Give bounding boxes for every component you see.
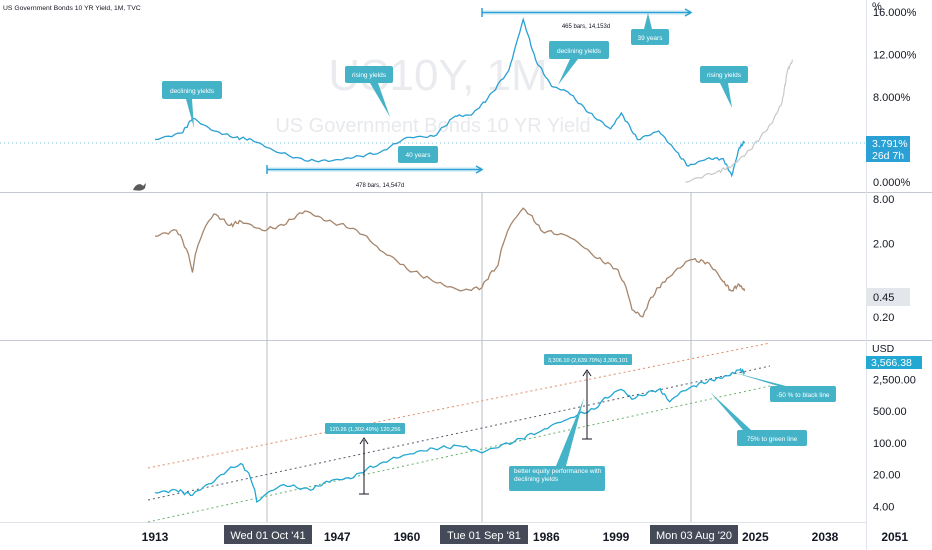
x-tick-year: 2051 [881,530,908,544]
crosshair-time-badge-3 [650,525,738,544]
callout-39-years[interactable]: 39 years [631,13,669,45]
range-stats-465-bars: 465 bars, 14,153d [562,24,610,30]
callout-minus-50-to-black-line[interactable]: -50 % to black line [732,372,836,402]
callout-text: 75% to green line [747,436,798,443]
y-tick-yield: 8.000% [873,92,911,104]
callout-rising-yields-1[interactable]: rising yields [345,66,393,117]
yield-unit-label: % [872,1,882,13]
x-tick-year: 1913 [142,530,169,544]
measure-label-box-2 [544,354,632,365]
callout-text: declining yields [557,48,602,55]
x-tick-year: 1986 [533,530,560,544]
yield-last-value: 3.791% [872,138,908,150]
y-tick-equity: 4.00 [873,501,894,513]
equity-series-line[interactable] [154,367,746,503]
measure-arrow-1999[interactable] [582,369,592,440]
yield-projection-line[interactable] [685,59,794,183]
callout-text: rising yields [352,72,387,79]
callout-declining-yields-1[interactable]: declining yields [162,81,222,128]
callout-text: -50 % to black line [776,392,829,399]
callout-text: 40 years [406,152,432,159]
channel-lower-line[interactable] [147,385,771,523]
callout-text: better equity performance with declining… [514,468,602,483]
y-tick-ratio: 0.20 [873,312,894,324]
callout-declining-yields-2[interactable]: declining yields [549,41,609,85]
symbol-title[interactable]: US Government Bonds 10 YR Yield, 1M, TVC [3,5,141,12]
measure-arrow-1960[interactable] [359,437,369,495]
range-stats-478-bars: 478 bars, 14,547d [356,183,404,189]
y-tick-yield: 16.000% [873,7,917,19]
ratio-series-line[interactable] [155,207,746,318]
yield-countdown: 26d 7h [872,150,904,162]
callout-text: declining yields [170,88,215,95]
ratio-last-value: 0.45 [873,292,894,304]
y-tick-yield: 0.000% [873,177,911,189]
equity-unit-label: USD [872,343,895,355]
callout-rising-yields-2[interactable]: rising yields [700,66,748,108]
ratio-last-value-badge [866,288,910,306]
callout-better-equity-performance[interactable]: better equity performance with declining… [509,398,605,491]
x-tick-year: 1947 [324,530,351,544]
equity-last-value: 3,566.38 [871,357,912,369]
watermark-name: US Government Bonds 10 YR Yield [275,115,590,137]
equity-last-value-badge [866,356,922,369]
measure-label-box-1 [325,423,405,434]
x-tick-year: 2038 [812,530,839,544]
callout-40-years[interactable]: 40 years [398,146,438,163]
x-tick-year: 2025 [742,530,769,544]
crosshair-time-1981: Tue 01 Sep '81 [447,530,521,542]
y-tick-equity: 20.00 [873,470,901,482]
channel-upper-line[interactable] [147,342,771,469]
bird-icon [133,183,146,191]
yield-series-line[interactable] [154,17,746,178]
crosshair-time-1941: Wed 01 Oct '41 [230,530,305,542]
measure-label-1999: 3,306.10 (2,639.79%) 3,306,101 [548,358,628,364]
y-tick-equity: 100.00 [873,438,907,450]
date-range-tool-40-years[interactable] [266,165,484,174]
crosshair-time-badge-2 [440,525,528,544]
y-tick-equity: 2,500.00 [873,374,916,386]
callout-text: 39 years [638,35,664,42]
y-tick-ratio: 2.00 [873,238,894,250]
callout-text: rising yields [707,72,742,79]
crosshair-time-2020: Mon 03 Aug '20 [656,530,732,542]
channel-middle-line[interactable] [147,365,771,501]
y-tick-ratio: 8.00 [873,194,894,206]
callout-75-to-green-line[interactable]: 75% to green line [710,392,807,446]
date-range-tool-39-years[interactable] [481,8,693,17]
x-tick-year: 1999 [603,530,630,544]
crosshair-time-badge-1 [224,525,312,544]
x-tick-year: 1960 [394,530,421,544]
yield-last-value-badge [866,136,910,162]
measure-label-1960: 120.26 (1,302.49%) 120,256 [330,427,401,433]
y-tick-yield: 12.000% [873,50,917,62]
y-tick-equity: 500.00 [873,406,907,418]
